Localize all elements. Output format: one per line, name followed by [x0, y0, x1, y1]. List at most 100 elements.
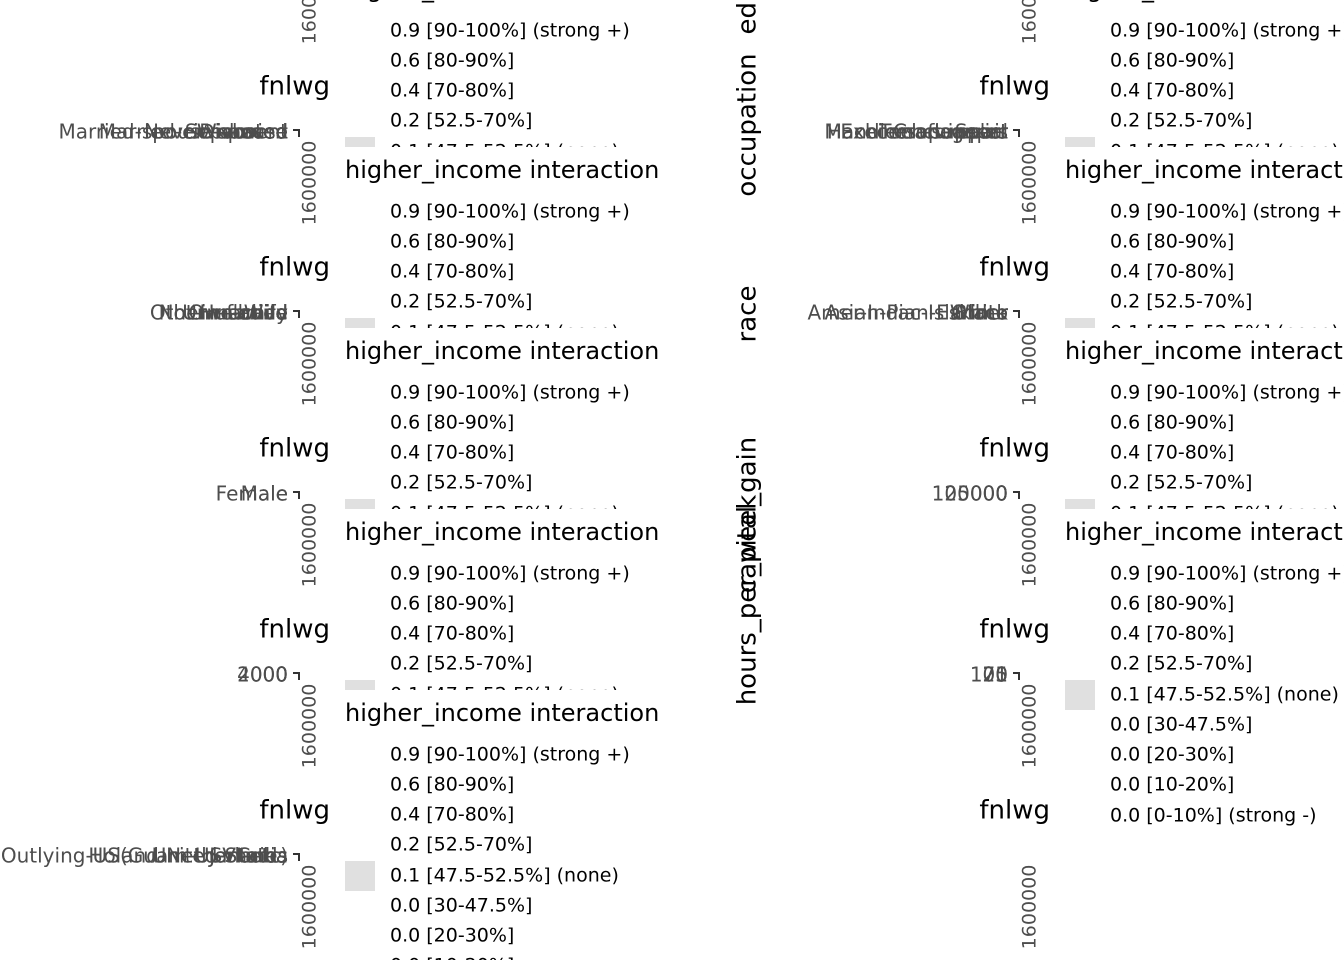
- variable-label: hours_per_week: [733, 495, 763, 706]
- y-axis-number: 1600000: [1019, 0, 1041, 44]
- legend-item: 0.1 [47.5-52.5%] (none): [1110, 684, 1339, 706]
- legend-swatch: [345, 76, 375, 106]
- legend-swatch: [345, 891, 375, 921]
- legend-swatch: [1065, 197, 1095, 227]
- y-axis-number: 1600000: [1019, 141, 1041, 226]
- legend-title: higher_income interaction: [345, 518, 659, 546]
- legend-item: 0.1 [47.5-52.5%] (none): [1110, 141, 1339, 163]
- legend-item: 0.6 [80-90%]: [1110, 50, 1234, 72]
- legend-item: 0.9 [90-100%] (strong +): [390, 20, 630, 42]
- y-axis-number: 1600000: [299, 322, 321, 407]
- legend-swatch: [1065, 499, 1095, 509]
- legend-swatch: [1065, 46, 1095, 76]
- legend-title: higher_income interaction: [1065, 156, 1344, 184]
- legend-item: 0.2 [52.5-70%]: [1110, 110, 1252, 132]
- legend-swatch: [345, 589, 375, 619]
- variable-label: capital_gain: [733, 437, 763, 593]
- legend-swatch: [345, 921, 375, 951]
- legend-item: 0.1 [47.5-52.5%] (none): [390, 503, 619, 525]
- variable-label: education: [733, 0, 763, 35]
- tick-label: Other-relative: [150, 301, 288, 325]
- legend: higher_income interaction 0.9 [90-100%] (…: [345, 699, 659, 960]
- legend-item: 0.9 [90-100%] (strong +): [1110, 20, 1344, 42]
- tick-label: Married-civ-spouse: [99, 120, 288, 144]
- legend-item: 0.4 [70-80%]: [390, 442, 514, 464]
- legend-item: 0.4 [70-80%]: [1110, 261, 1234, 283]
- legend-item: 0.4 [70-80%]: [390, 804, 514, 826]
- variable-label: occupation: [733, 53, 763, 196]
- legend-item: 0.4 [70-80%]: [1110, 623, 1234, 645]
- legend-item: 0.0 [20-30%]: [390, 925, 514, 947]
- legend-item: 0.2 [52.5-70%]: [390, 653, 532, 675]
- y-axis-number: 1600000: [299, 503, 321, 588]
- tick-label: White: [950, 301, 1008, 325]
- x-axis-title: fnlwg: [979, 253, 1050, 283]
- legend-item: 0.2 [52.5-70%]: [1110, 291, 1252, 313]
- tick-label: Unmarried: [182, 301, 288, 325]
- x-axis-title: fnlwg: [259, 434, 330, 464]
- variable-label: race: [733, 286, 763, 343]
- x-axis-title: fnlwg: [259, 615, 330, 645]
- legend-swatch: [345, 499, 375, 509]
- tick-mark: [293, 310, 300, 318]
- legend-item: 0.4 [70-80%]: [1110, 442, 1234, 464]
- tick-label: Handlers-cleaners: [827, 120, 1008, 144]
- legend-swatch: [1065, 106, 1095, 136]
- tick-label: Divorced: [199, 120, 288, 144]
- legend-item: 0.6 [80-90%]: [1110, 412, 1234, 434]
- legend-item: 0.9 [90-100%] (strong +): [390, 201, 630, 223]
- legend-swatch: [345, 951, 375, 960]
- legend-swatch: [1065, 649, 1095, 679]
- legend-swatch: [345, 16, 375, 46]
- legend-swatch: [345, 830, 375, 860]
- tick-label: 1: [995, 663, 1008, 687]
- legend-swatch: [1065, 257, 1095, 287]
- y-axis-number: 1600000: [299, 0, 321, 44]
- legend-item: 0.9 [90-100%] (strong +): [1110, 201, 1344, 223]
- tick-mark: [293, 672, 300, 680]
- tick-label: Machine-op-inspct: [824, 120, 1008, 144]
- legend-item: 0.9 [90-100%] (strong +): [390, 744, 630, 766]
- x-axis-title: fnlwg: [979, 615, 1050, 645]
- legend-item: 0.2 [52.5-70%]: [390, 834, 532, 856]
- legend: higher_income interaction 0.9 [90-100%] (…: [1065, 156, 1344, 328]
- legend-swatch: [345, 680, 375, 690]
- legend-swatch: [345, 227, 375, 257]
- tick-label: Female: [216, 482, 288, 506]
- legend-item: 0.0 [30-47.5%]: [390, 895, 532, 917]
- tick-label: Wife: [244, 301, 288, 325]
- legend-item: 0.4 [70-80%]: [390, 623, 514, 645]
- legend-item: 0.0 [20-30%]: [1110, 744, 1234, 766]
- legend-item: 0.6 [80-90%]: [390, 412, 514, 434]
- legend-item: 0.1 [47.5-52.5%] (none): [390, 865, 619, 887]
- x-axis-title: fnlwg: [259, 253, 330, 283]
- legend-item: 0.9 [90-100%] (strong +): [390, 382, 630, 404]
- legend-swatch: [1065, 589, 1095, 619]
- tick-label: Own-child: [189, 301, 288, 325]
- legend-swatch: [345, 649, 375, 679]
- legend-title: higher_income interaction: [345, 0, 659, 3]
- y-axis-number: 1600000: [299, 684, 321, 769]
- tick-label: Asian-Pac-Islander: [825, 301, 1009, 325]
- tick-label: 0: [995, 482, 1008, 506]
- tick-mark: [293, 491, 300, 499]
- y-axis-number: 1600000: [299, 865, 321, 950]
- legend-item: 0.0 [0-10%] (strong -): [1110, 805, 1317, 827]
- tick-label: 75: [983, 663, 1008, 687]
- legend: higher_income interaction 0.9 [90-100%] (…: [1065, 337, 1344, 509]
- legend-swatch: [1065, 318, 1095, 328]
- legend-title: higher_income interaction: [1065, 337, 1344, 365]
- legend-item: 0.6 [80-90%]: [390, 50, 514, 72]
- legend-item: 0.0 [30-47.5%]: [1110, 714, 1252, 736]
- legend-clip: higher_income interaction 0.9 [90-100%] (…: [345, 0, 659, 147]
- legend-swatch: [1065, 287, 1095, 317]
- column: 1600000 1600000 fnlwg 1600000 fnlwg 1600000 fn…: [1, 0, 659, 960]
- legend-swatch: [1065, 770, 1095, 800]
- legend-item: 0.4 [70-80%]: [390, 261, 514, 283]
- legend-swatch: [345, 378, 375, 408]
- legend-swatch: [1065, 438, 1095, 468]
- legend: higher_income interaction 0.9 [90-100%] (…: [345, 337, 659, 525]
- legend-swatch: [1065, 76, 1095, 106]
- legend-item: 0.2 [52.5-70%]: [1110, 653, 1252, 675]
- tick-label: 25000: [944, 482, 1008, 506]
